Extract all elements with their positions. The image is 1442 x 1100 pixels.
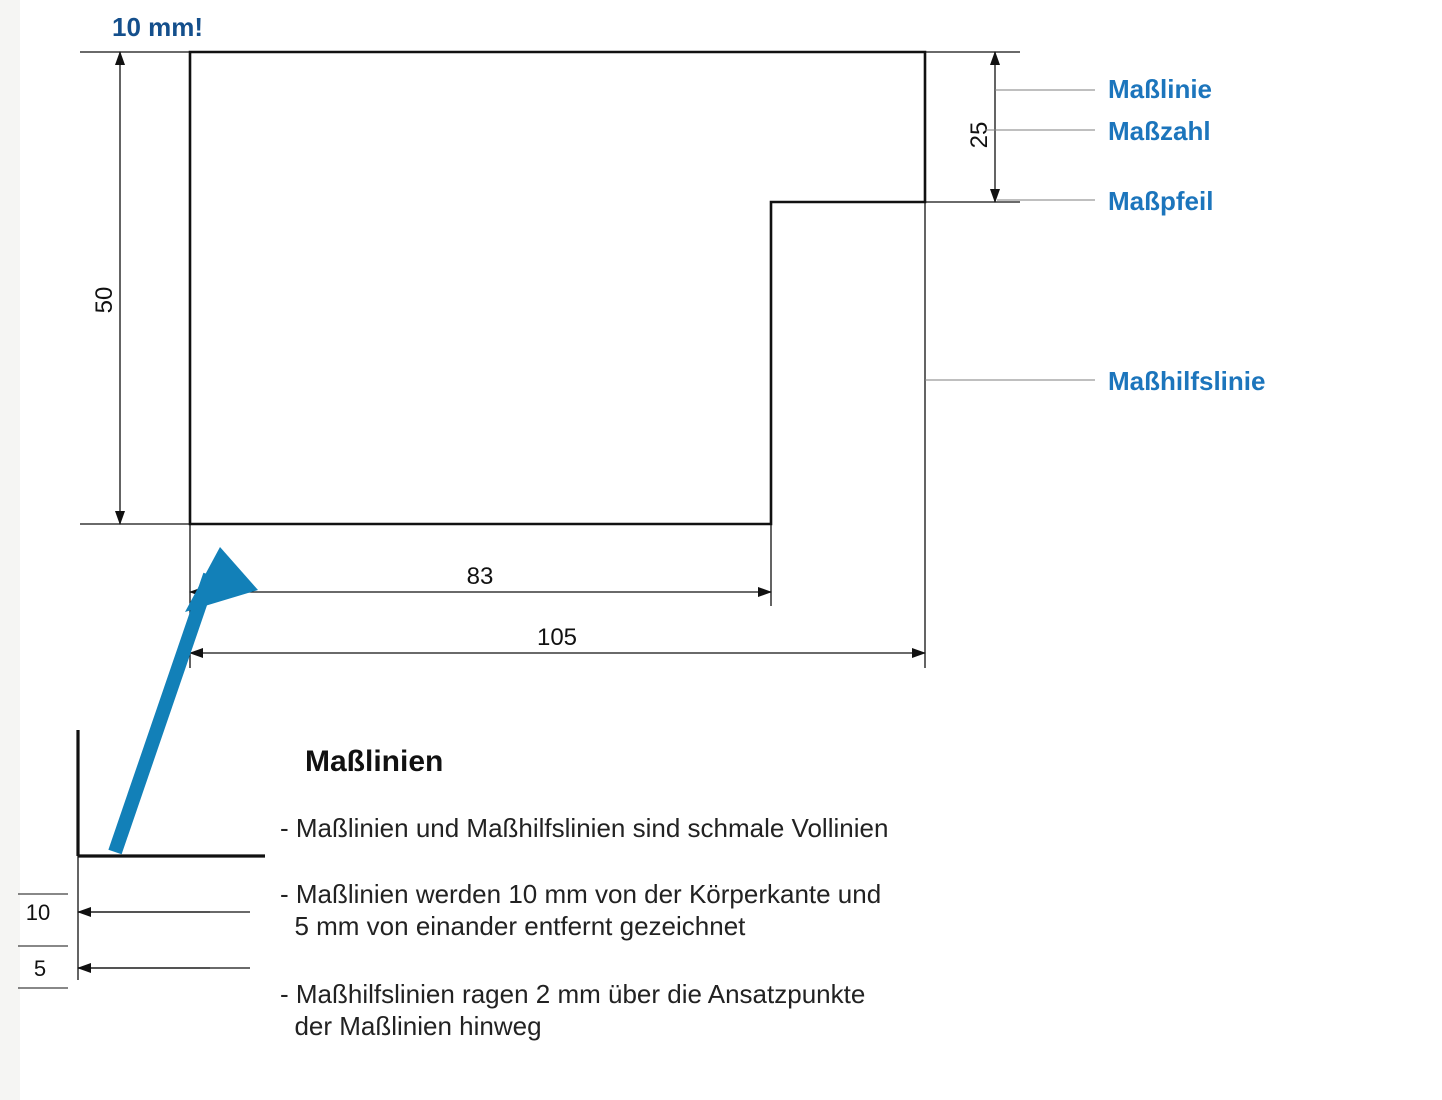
big-blue-arrow — [115, 547, 258, 852]
part-outline — [190, 52, 925, 524]
notes-bullet-3b: der Maßlinien hinweg — [280, 1010, 542, 1043]
label-masshilfslinie: Maßhilfslinie — [1108, 366, 1265, 397]
notes-bullet-2b: 5 mm von einander entfernt gezeichnet — [280, 910, 745, 943]
dim-105: 105 — [537, 624, 577, 651]
top-gap-annotation: 10 mm! — [112, 12, 203, 43]
label-masspfeil: Maßpfeil — [1108, 186, 1213, 217]
detail-dim-5: 5 — [34, 956, 46, 981]
dim-25: 25 — [966, 122, 993, 149]
notes-bullet-1: - Maßlinien und Maßhilfslinien sind schm… — [280, 812, 888, 845]
notes-title: Maßlinien — [305, 745, 443, 779]
label-masslinie: Maßlinie — [1108, 74, 1212, 105]
dim-83: 83 — [467, 563, 494, 590]
detail-dim-10: 10 — [26, 900, 50, 925]
notes-bullet-2a: - Maßlinien werden 10 mm von der Körperk… — [280, 878, 881, 911]
leader-lines — [925, 90, 1095, 380]
notes-bullet-3a: - Maßhilfslinien ragen 2 mm über die Ans… — [280, 978, 865, 1011]
label-masszahl: Maßzahl — [1108, 116, 1211, 147]
dim-50: 50 — [91, 287, 118, 314]
dimension-lines — [120, 52, 995, 653]
